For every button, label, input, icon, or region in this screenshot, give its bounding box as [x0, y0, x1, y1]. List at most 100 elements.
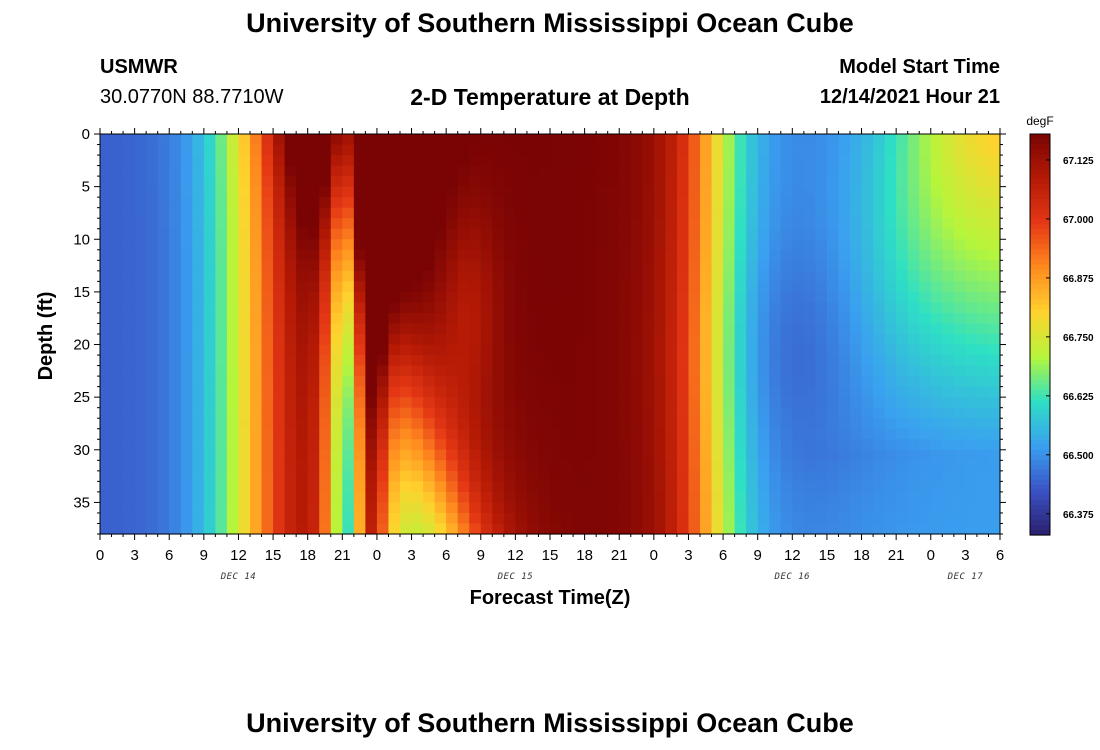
heatmap-cell [561, 334, 574, 346]
heatmap-cell [803, 355, 816, 367]
heatmap-cell [376, 365, 390, 377]
heatmap-cell [942, 365, 955, 377]
colorbar-swatch [1030, 329, 1050, 336]
heatmap-cell [653, 134, 666, 146]
heatmap-cell [965, 439, 978, 451]
heatmap-cell [330, 418, 343, 430]
heatmap-cell [896, 344, 909, 356]
heatmap-cell [896, 428, 909, 440]
heatmap-cell [734, 144, 747, 156]
heatmap-cell [780, 376, 793, 388]
heatmap-cell [665, 302, 678, 314]
colorbar-swatch [1030, 354, 1050, 361]
heatmap-cell [526, 176, 540, 188]
heatmap-cell [861, 481, 874, 493]
heatmap-cell [769, 260, 782, 272]
heatmap-cell [169, 365, 182, 377]
heatmap-cell [884, 260, 897, 272]
heatmap-cell [792, 207, 805, 219]
heatmap-cell [296, 144, 309, 156]
heatmap-cell [353, 491, 366, 504]
heatmap-cell [676, 470, 690, 482]
heatmap-cell [596, 397, 609, 409]
heatmap-cell [711, 407, 724, 419]
heatmap-cell [769, 312, 782, 325]
heatmap-cell [353, 239, 366, 251]
heatmap-cell [457, 481, 470, 493]
heatmap-cell [907, 323, 920, 335]
heatmap-cell [515, 312, 528, 325]
heatmap-cell [561, 344, 574, 356]
heatmap-cell [353, 376, 366, 388]
colorbar-swatch [1030, 419, 1050, 426]
heatmap-cell [573, 523, 586, 535]
heatmap-cell [723, 186, 736, 198]
heatmap-cell [665, 355, 678, 367]
heatmap-cell [261, 428, 274, 440]
heatmap-cell [353, 523, 366, 535]
heatmap-cell [976, 470, 990, 482]
heatmap-cell [561, 491, 574, 504]
heatmap-cell [792, 155, 805, 167]
heatmap-cell [607, 523, 620, 535]
heatmap-cell [319, 418, 332, 430]
heatmap-cell [688, 281, 701, 293]
heatmap-cell [134, 481, 147, 493]
heatmap-cell [930, 386, 943, 398]
heatmap-cell [665, 512, 678, 525]
heatmap-cell [526, 239, 540, 251]
heatmap-cell [803, 260, 816, 272]
heatmap-cell [480, 260, 493, 272]
heatmap-cell [780, 386, 793, 398]
heatmap-cell [930, 481, 943, 493]
heatmap-cell [226, 302, 240, 314]
heatmap-cell [792, 302, 805, 314]
heatmap-cell [884, 355, 897, 367]
heatmap-cell [515, 281, 528, 293]
heatmap-cell [538, 176, 551, 188]
heatmap-cell [665, 312, 678, 325]
heatmap-cell [884, 197, 897, 209]
heatmap-cell [434, 439, 447, 451]
heatmap-cell [746, 207, 759, 219]
heatmap-cell [550, 449, 563, 461]
heatmap-cell [284, 386, 297, 398]
heatmap-cell [261, 470, 274, 482]
heatmap-cell [296, 418, 309, 430]
heatmap-cell [861, 270, 874, 282]
heatmap-cell [850, 165, 863, 177]
heatmap-cell [180, 218, 193, 230]
heatmap-cell [376, 386, 390, 398]
heatmap-cell [573, 491, 586, 504]
heatmap-cell [803, 397, 816, 409]
heatmap-cell [976, 260, 990, 272]
heatmap-cell [169, 460, 182, 472]
heatmap-cell [965, 365, 978, 377]
heatmap-cell [515, 376, 528, 388]
heatmap-cell [711, 470, 724, 482]
heatmap-cell [619, 512, 632, 525]
heatmap-cell [723, 176, 736, 188]
heatmap-cell [353, 355, 366, 367]
heatmap-cell [203, 323, 216, 335]
colorbar-swatch [1030, 374, 1050, 381]
heatmap-cell [919, 355, 932, 367]
heatmap-cell [284, 228, 297, 240]
heatmap-cell [215, 334, 228, 346]
heatmap-cell [480, 407, 493, 419]
heatmap-cell [503, 365, 516, 377]
heatmap-cell [861, 512, 874, 525]
heatmap-cell [896, 186, 909, 198]
heatmap-cell [111, 260, 124, 272]
heatmap-cell [503, 302, 516, 314]
heatmap-cell [446, 460, 459, 472]
heatmap-cell [480, 155, 493, 167]
heatmap-cell [619, 134, 632, 146]
heatmap-cell [988, 186, 1001, 198]
heatmap-cell [296, 228, 309, 240]
heatmap-cell [953, 144, 966, 156]
heatmap-cell [469, 165, 482, 177]
heatmap-cell [873, 397, 886, 409]
heatmap-cell [607, 449, 620, 461]
heatmap-cell [769, 302, 782, 314]
